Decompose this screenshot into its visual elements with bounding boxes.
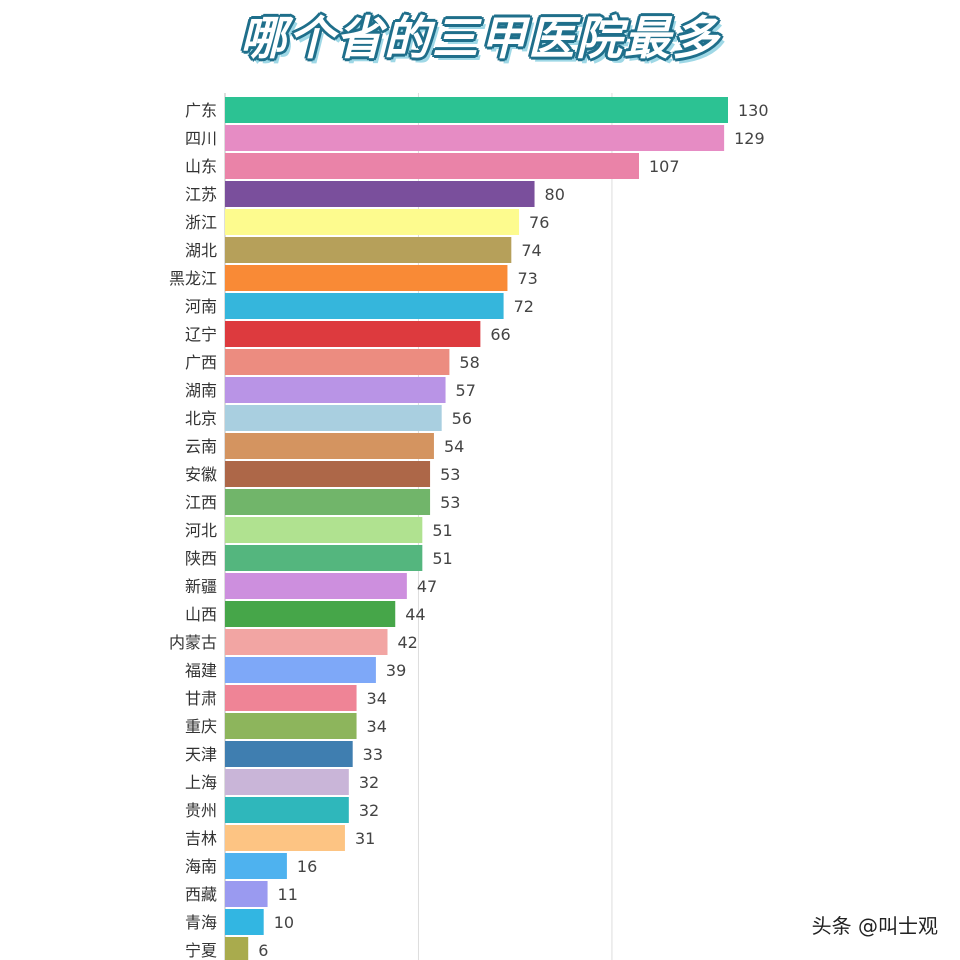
value-label: 130: [738, 101, 769, 120]
category-label: 海南: [185, 857, 217, 876]
bar: [225, 629, 388, 655]
category-label: 宁夏: [185, 941, 217, 960]
value-label: 34: [367, 717, 387, 736]
category-label: 吉林: [185, 829, 217, 848]
bar: [225, 349, 450, 375]
value-label: 107: [649, 157, 680, 176]
category-label: 广西: [185, 353, 217, 372]
bar: [225, 125, 725, 151]
value-label: 51: [432, 521, 452, 540]
bar: [225, 517, 423, 543]
bar: [225, 293, 504, 319]
category-label: 安徽: [185, 465, 217, 484]
bar: [225, 909, 264, 935]
bar: [225, 265, 508, 291]
value-label: 11: [278, 885, 298, 904]
value-label: 51: [432, 549, 452, 568]
value-label: 56: [452, 409, 472, 428]
bar: [225, 573, 407, 599]
value-label: 31: [355, 829, 375, 848]
bar: [225, 405, 442, 431]
value-label: 47: [417, 577, 437, 596]
value-label: 10: [274, 913, 294, 932]
value-label: 73: [517, 269, 537, 288]
category-label: 四川: [185, 129, 217, 148]
bar: [225, 937, 249, 960]
value-label: 58: [459, 353, 479, 372]
bar: [225, 377, 446, 403]
bar: [225, 797, 349, 823]
bar: [225, 769, 349, 795]
category-label: 天津: [185, 745, 217, 764]
category-label: 内蒙古: [169, 633, 217, 652]
bar: [225, 433, 434, 459]
value-label: 53: [440, 465, 460, 484]
category-label: 江苏: [185, 185, 217, 204]
chart-title: 哪个省的三甲医院最多: [240, 11, 720, 65]
title-area: 哪个省的三甲医院最多: [0, 0, 960, 70]
bar: [225, 461, 431, 487]
value-label: 42: [398, 633, 418, 652]
bar: [225, 881, 268, 907]
value-label: 44: [405, 605, 425, 624]
value-label: 72: [514, 297, 534, 316]
category-label: 河北: [185, 521, 217, 540]
value-label: 74: [521, 241, 541, 260]
bar: [225, 153, 640, 179]
category-label: 山东: [185, 157, 217, 176]
category-label: 西藏: [185, 885, 217, 904]
value-label: 66: [490, 325, 510, 344]
value-label: 76: [529, 213, 549, 232]
category-label: 辽宁: [185, 325, 217, 344]
value-label: 32: [359, 801, 379, 820]
value-label: 54: [444, 437, 464, 456]
value-label: 16: [297, 857, 317, 876]
category-label: 陕西: [185, 549, 217, 568]
bar: [225, 825, 345, 851]
category-label: 山西: [185, 605, 217, 624]
category-label: 福建: [185, 661, 217, 680]
value-label: 80: [545, 185, 565, 204]
category-label: 河南: [185, 297, 217, 316]
category-label: 重庆: [185, 717, 217, 736]
category-label: 甘肃: [185, 689, 217, 708]
value-label: 6: [258, 941, 268, 960]
bar: [225, 601, 396, 627]
bar: [225, 321, 481, 347]
value-label: 33: [363, 745, 383, 764]
category-label: 贵州: [185, 801, 217, 820]
bar: [225, 545, 423, 571]
bar: [225, 181, 535, 207]
bar: [225, 97, 728, 123]
value-label: 32: [359, 773, 379, 792]
category-label: 黑龙江: [169, 269, 217, 288]
category-label: 广东: [185, 101, 217, 120]
value-label: 34: [367, 689, 387, 708]
bar: [225, 685, 357, 711]
bar: [225, 741, 353, 767]
value-label: 39: [386, 661, 406, 680]
bar: [225, 237, 512, 263]
bar: [225, 209, 520, 235]
value-label: 53: [440, 493, 460, 512]
category-label: 新疆: [185, 577, 217, 596]
category-label: 湖北: [185, 241, 217, 260]
category-label: 浙江: [185, 213, 217, 232]
bar: [225, 853, 287, 879]
watermark: 头条 @叫士观: [811, 914, 938, 938]
category-label: 上海: [185, 773, 217, 792]
category-label: 江西: [185, 493, 217, 512]
category-label: 青海: [185, 913, 217, 932]
bar: [225, 713, 357, 739]
category-label: 湖南: [185, 381, 217, 400]
bar: [225, 657, 376, 683]
bar: [225, 489, 431, 515]
value-label: 129: [734, 129, 765, 148]
value-label: 57: [456, 381, 476, 400]
category-label: 北京: [185, 409, 217, 428]
category-label: 云南: [185, 437, 217, 456]
